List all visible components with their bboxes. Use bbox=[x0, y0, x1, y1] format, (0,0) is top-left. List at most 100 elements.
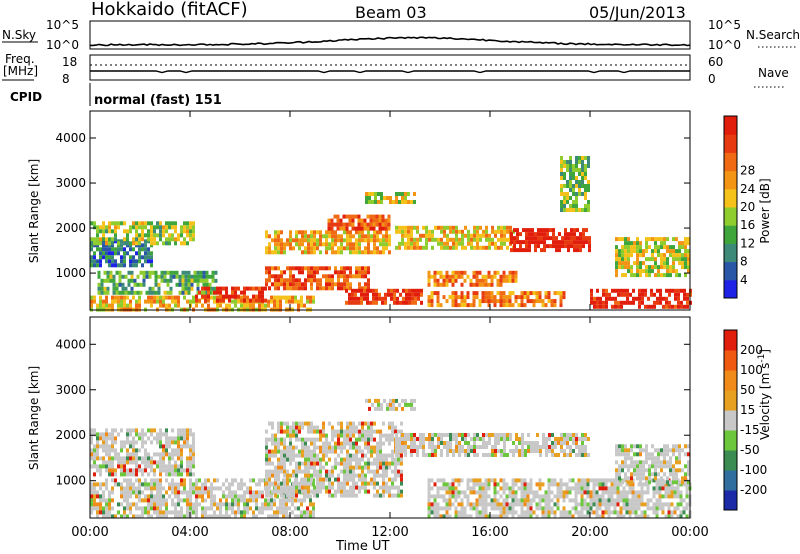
heatmap-cell bbox=[490, 498, 494, 503]
heatmap-cell bbox=[625, 502, 629, 507]
heatmap-cell bbox=[510, 236, 513, 241]
heatmap-cell bbox=[534, 248, 537, 253]
heatmap-cell bbox=[355, 461, 358, 466]
heatmap-cell bbox=[189, 494, 192, 499]
heatmap-cell bbox=[515, 437, 518, 441]
heatmap-cell bbox=[547, 490, 551, 495]
heatmap-cell bbox=[478, 303, 482, 308]
heatmap-cell bbox=[102, 229, 105, 234]
heatmap-cell bbox=[410, 233, 413, 238]
heatmap-cell bbox=[144, 233, 147, 238]
heatmap-cell bbox=[637, 490, 641, 495]
heatmap-cell bbox=[346, 473, 349, 478]
heatmap-cell bbox=[408, 288, 411, 293]
heatmap-cell bbox=[361, 449, 364, 454]
heatmap-cell bbox=[313, 238, 316, 243]
heatmap-cell bbox=[637, 514, 641, 519]
heatmap-cell bbox=[165, 225, 168, 230]
heatmap-cell bbox=[180, 460, 183, 465]
heatmap-cell bbox=[352, 421, 355, 426]
heatmap-cell bbox=[388, 234, 391, 239]
heatmap-cell bbox=[343, 481, 346, 486]
heatmap-cell bbox=[237, 510, 240, 515]
heatmap-cell bbox=[555, 244, 558, 249]
heatmap-cell bbox=[147, 247, 150, 252]
heatmap-cell bbox=[153, 494, 156, 499]
heatmap-cell bbox=[401, 225, 404, 230]
heatmap-cell bbox=[346, 238, 349, 243]
heatmap-cell bbox=[472, 295, 476, 300]
heatmap-cell bbox=[374, 200, 377, 204]
heatmap-cell bbox=[150, 259, 153, 264]
heatmap-cell bbox=[475, 498, 479, 503]
heatmap-cell bbox=[310, 461, 313, 466]
heatmap-cell bbox=[138, 247, 141, 252]
heatmap-cell bbox=[525, 232, 528, 237]
heatmap-cell bbox=[180, 472, 183, 477]
heatmap-cell bbox=[277, 465, 280, 470]
heatmap-cell bbox=[529, 514, 533, 519]
heatmap-cell bbox=[367, 234, 370, 239]
heatmap-cell bbox=[355, 493, 358, 498]
heatmap-cell bbox=[153, 299, 156, 304]
heatmap-cell bbox=[657, 472, 660, 477]
heatmap-cell bbox=[292, 238, 295, 243]
heatmap-cell bbox=[358, 286, 361, 291]
heatmap-cell bbox=[108, 229, 111, 234]
colorbar-tick-label: -50 bbox=[740, 443, 760, 457]
heatmap-cell bbox=[490, 278, 494, 283]
heatmap-cell bbox=[183, 498, 186, 503]
heatmap-cell bbox=[292, 489, 295, 494]
heatmap-cell bbox=[195, 506, 198, 511]
heatmap-cell bbox=[219, 303, 222, 308]
heatmap-cell bbox=[445, 514, 449, 519]
heatmap-cell bbox=[156, 299, 159, 304]
heatmap-cell bbox=[535, 299, 539, 304]
heatmap-cell bbox=[246, 510, 249, 515]
heatmap-cell bbox=[598, 506, 602, 511]
heatmap-cell bbox=[503, 453, 506, 457]
heatmap-cell bbox=[331, 230, 334, 235]
heatmap-cell bbox=[573, 248, 576, 253]
heatmap-cell bbox=[295, 465, 298, 470]
heatmap-cell bbox=[523, 494, 527, 499]
heatmap-cell bbox=[348, 296, 351, 301]
heatmap-cell bbox=[337, 453, 340, 458]
heatmap-cell bbox=[310, 465, 313, 470]
heatmap-cell bbox=[572, 441, 575, 445]
heatmap-cell bbox=[449, 437, 452, 441]
heatmap-cell bbox=[391, 449, 394, 454]
heatmap-cell bbox=[93, 472, 96, 477]
heatmap-cell bbox=[222, 502, 225, 507]
heatmap-cell bbox=[303, 514, 306, 519]
heatmap-cell bbox=[567, 248, 570, 253]
heatmap-cell bbox=[294, 295, 297, 300]
heatmap-cell bbox=[228, 303, 231, 308]
heatmap-cell bbox=[631, 498, 635, 503]
heatmap-cell bbox=[340, 469, 343, 474]
heatmap-cell bbox=[376, 238, 379, 243]
heatmap-cell bbox=[210, 490, 213, 495]
heatmap-cell bbox=[307, 477, 310, 482]
colorbar-segment bbox=[724, 116, 737, 135]
colorbar-segment bbox=[724, 350, 737, 371]
heatmap-cell bbox=[289, 278, 292, 283]
heatmap-cell bbox=[663, 257, 666, 262]
heatmap-cell bbox=[123, 237, 126, 242]
heatmap-cell bbox=[345, 222, 349, 227]
heatmap-cell bbox=[171, 502, 174, 507]
heatmap-cell bbox=[100, 290, 104, 295]
heatmap-cell bbox=[129, 494, 132, 499]
heatmap-cell bbox=[184, 274, 188, 279]
heatmap-cell bbox=[322, 449, 325, 454]
heatmap-cell bbox=[159, 452, 162, 457]
heatmap-cell bbox=[613, 490, 617, 495]
heatmap-cell bbox=[105, 464, 108, 469]
heatmap-cell bbox=[334, 457, 337, 462]
heatmap-cell bbox=[500, 241, 503, 246]
heatmap-cell bbox=[528, 240, 531, 245]
heatmap-cell bbox=[532, 291, 536, 296]
heatmap-cell bbox=[358, 246, 361, 251]
heatmap-cell bbox=[237, 494, 240, 499]
heatmap-cell bbox=[607, 494, 611, 499]
